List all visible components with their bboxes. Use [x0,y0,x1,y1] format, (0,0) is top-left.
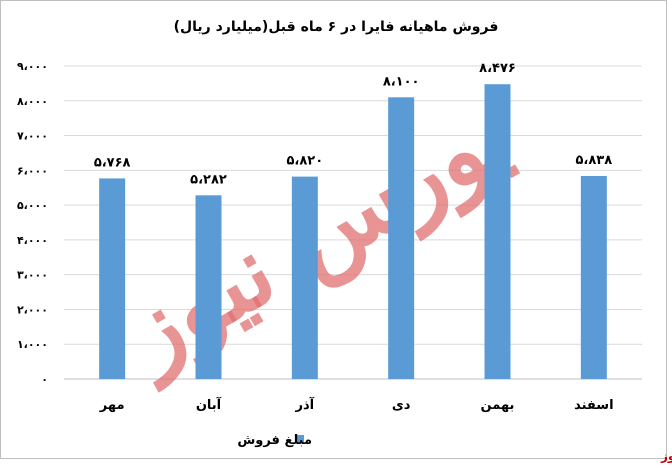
y-tick-label: ۲،۰۰۰ [17,303,48,316]
legend-swatch [296,435,304,443]
data-label: ۸،۴۷۶ [479,61,516,76]
data-label: ۵،۷۶۸ [94,155,131,170]
y-tick-label: ۶،۰۰۰ [17,164,48,177]
legend: مبلغ فروش [237,433,312,448]
legend-label: مبلغ فروش [237,433,312,448]
data-label: ۵،۸۳۸ [575,153,612,168]
y-tick-label: ۰ [41,373,48,386]
x-tick-label: آذر [295,396,315,413]
chart-title: فروش ماهیانه فایرا در ۶ ماه قبل(میلیارد … [174,19,499,35]
data-label: ۵،۲۸۲ [190,172,227,187]
gridlines [64,65,642,380]
data-label: ۸،۱۰۰ [383,74,420,89]
bar [195,195,222,379]
bar [99,178,126,379]
y-tick-label: ۹،۰۰۰ [17,60,48,73]
bar [580,175,607,379]
y-tick-label: ۴،۰۰۰ [17,234,48,247]
bar [291,176,318,379]
data-labels: ۵،۷۶۸ ۵،۲۸۲ ۵،۸۲۰ ۸،۱۰۰ ۸،۴۷۶ ۵،۸۳۸ [94,61,612,187]
source-label: بورس نیوز [660,449,672,464]
x-tick-label: آبان [196,396,222,413]
y-tick-label: ۷،۰۰۰ [17,130,48,143]
x-tick-label: مهر [99,398,125,413]
bars [99,84,607,380]
bar [484,84,511,379]
y-tick-label: ۸،۰۰۰ [17,95,48,108]
x-axis-ticks: مهر آبان آذر دی بهمن اسفند [99,396,614,413]
y-tick-label: ۱،۰۰۰ [17,338,48,351]
data-label: ۵،۸۲۰ [286,154,323,169]
y-tick-label: ۵،۰۰۰ [17,199,48,212]
x-tick-label: اسفند [574,398,613,413]
bar [388,97,415,380]
x-tick-label: دی [392,398,411,413]
y-axis-ticks: ۰ ۱،۰۰۰ ۲،۰۰۰ ۳،۰۰۰ ۴،۰۰۰ ۵،۰۰۰ ۶،۰۰۰ ۷،۰۰۰ ۸،۰۰… [17,60,48,386]
y-tick-label: ۳،۰۰۰ [17,269,48,282]
x-tick-label: بهمن [481,398,515,413]
